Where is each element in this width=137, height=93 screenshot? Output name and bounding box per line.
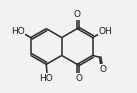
Text: HO: HO bbox=[11, 27, 25, 36]
Text: O: O bbox=[73, 10, 80, 19]
Text: O: O bbox=[75, 74, 82, 83]
Text: OH: OH bbox=[99, 27, 113, 36]
Text: HO: HO bbox=[39, 74, 53, 83]
Text: O: O bbox=[100, 65, 107, 74]
